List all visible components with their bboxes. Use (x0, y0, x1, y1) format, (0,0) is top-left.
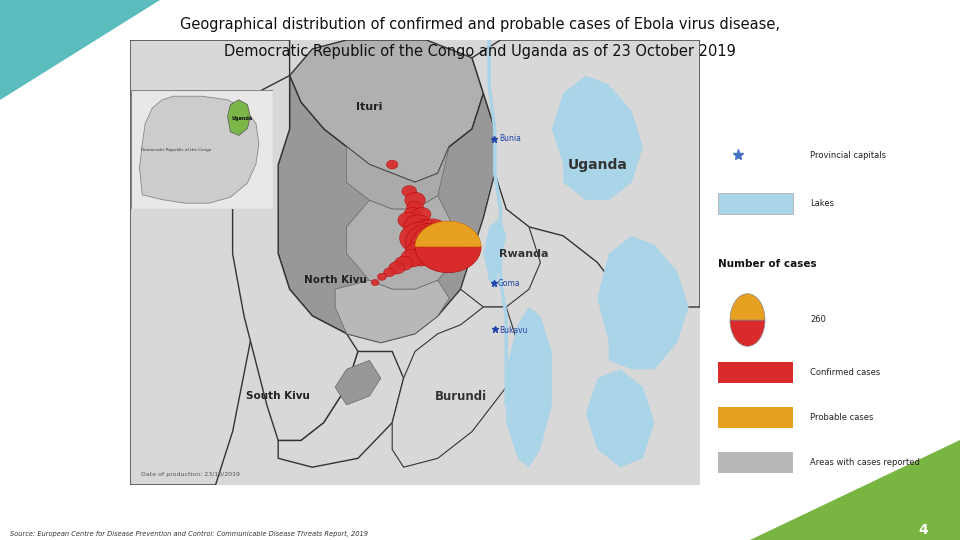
Circle shape (413, 207, 431, 221)
Polygon shape (750, 440, 960, 540)
Circle shape (413, 219, 438, 239)
Text: 4: 4 (919, 523, 928, 537)
Text: Burundi: Burundi (435, 389, 487, 402)
Circle shape (405, 192, 425, 208)
Polygon shape (347, 147, 449, 209)
Circle shape (399, 222, 440, 254)
Text: 260: 260 (810, 315, 826, 325)
Circle shape (395, 256, 413, 271)
Polygon shape (232, 76, 358, 441)
Polygon shape (597, 236, 688, 369)
Circle shape (397, 212, 419, 228)
Text: Bukavu: Bukavu (499, 326, 528, 335)
Text: Democratic Republic of the Congo: Democratic Republic of the Congo (141, 148, 211, 152)
Text: Source: European Centre for Disease Prevention and Control: Communicable Disease: Source: European Centre for Disease Prev… (10, 530, 368, 537)
Circle shape (372, 279, 379, 286)
Polygon shape (335, 360, 381, 405)
Circle shape (400, 249, 423, 267)
Text: Date of production: 23/10/2019: Date of production: 23/10/2019 (141, 472, 240, 477)
Text: South Kivu: South Kivu (247, 391, 310, 401)
Circle shape (384, 268, 396, 276)
Polygon shape (506, 307, 552, 467)
Polygon shape (552, 76, 643, 200)
Text: Goma: Goma (497, 279, 520, 288)
Bar (717, 407, 793, 428)
Text: Areas with cases reported: Areas with cases reported (810, 458, 920, 467)
Bar (717, 362, 793, 383)
Bar (717, 193, 793, 214)
Polygon shape (472, 40, 700, 307)
Wedge shape (730, 294, 765, 320)
Circle shape (403, 215, 432, 237)
Text: Rwanda: Rwanda (498, 248, 548, 259)
Wedge shape (415, 221, 481, 247)
Polygon shape (586, 369, 655, 467)
Text: North Kivu: North Kivu (303, 275, 367, 285)
Text: Confirmed cases: Confirmed cases (810, 368, 880, 377)
Text: Probable cases: Probable cases (810, 413, 874, 422)
Text: Democratic Republic of the Congo and Uganda as of 23 October 2019: Democratic Republic of the Congo and Uga… (224, 44, 736, 59)
Polygon shape (278, 76, 494, 342)
Circle shape (405, 224, 453, 261)
Polygon shape (347, 195, 461, 289)
Bar (717, 452, 793, 473)
Text: Lakes: Lakes (810, 199, 834, 208)
Wedge shape (415, 247, 481, 273)
Text: Uganda: Uganda (231, 116, 252, 122)
Text: Uganda: Uganda (567, 158, 627, 172)
Polygon shape (130, 40, 290, 485)
Circle shape (411, 224, 466, 267)
Text: Geographical distribution of confirmed and probable cases of Ebola virus disease: Geographical distribution of confirmed a… (180, 17, 780, 32)
Polygon shape (393, 307, 517, 467)
Circle shape (387, 160, 397, 169)
Text: Provincial capitals: Provincial capitals (810, 151, 886, 159)
Circle shape (405, 241, 437, 266)
Circle shape (404, 207, 420, 220)
Circle shape (406, 201, 423, 214)
Polygon shape (278, 352, 403, 467)
Polygon shape (0, 0, 160, 100)
Polygon shape (484, 218, 506, 289)
Polygon shape (228, 100, 251, 136)
Circle shape (389, 261, 405, 274)
Text: Number of cases: Number of cases (717, 259, 816, 269)
Polygon shape (139, 96, 259, 203)
Text: Bunia: Bunia (499, 134, 521, 143)
Text: Ituri: Ituri (356, 102, 383, 112)
Circle shape (377, 273, 387, 280)
Wedge shape (730, 320, 765, 346)
Circle shape (415, 219, 449, 246)
Polygon shape (461, 173, 540, 307)
Polygon shape (290, 40, 484, 183)
Polygon shape (335, 280, 449, 342)
Circle shape (402, 186, 417, 197)
